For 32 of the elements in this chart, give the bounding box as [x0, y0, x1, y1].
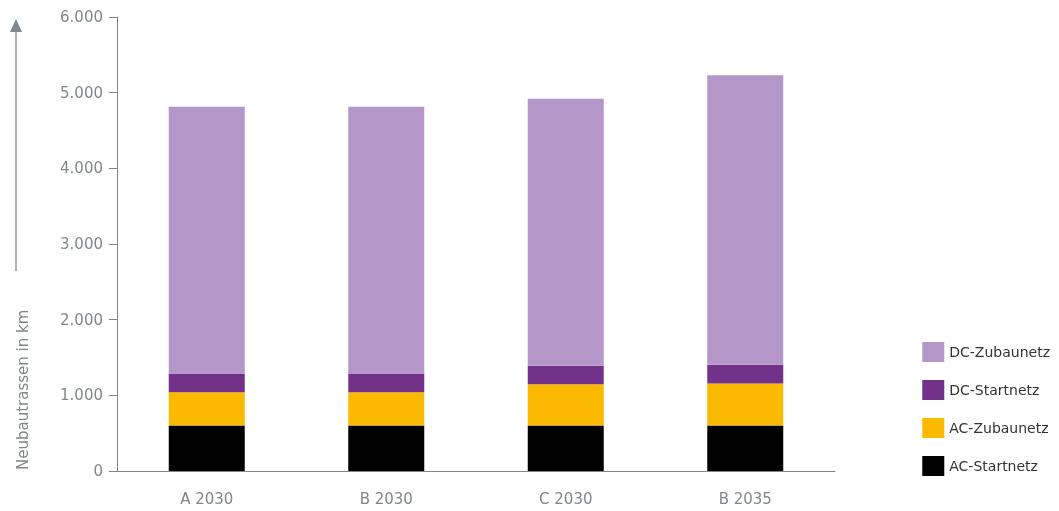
- y-tick-label: 3.000: [60, 235, 103, 253]
- y-tick-label: 1.000: [60, 386, 103, 405]
- legend-label: AC-Startnetz: [949, 458, 1038, 474]
- bar: [168, 373, 245, 393]
- y-tick-label: 6.000: [60, 8, 103, 26]
- bar: [527, 365, 604, 385]
- bar: [707, 75, 784, 365]
- bar: [707, 364, 784, 384]
- legend-label: DC-Zubaunetz: [949, 344, 1050, 360]
- bar: [527, 98, 604, 366]
- y-tick-label: 4.000: [60, 159, 103, 178]
- bar: [527, 425, 604, 471]
- legend-label: DC-Startnetz: [949, 382, 1040, 398]
- bar: [348, 392, 425, 426]
- x-tick-label: B 2030: [359, 489, 413, 508]
- x-tick-label: C 2030: [539, 489, 593, 508]
- legend-label: AC-Zubaunetz: [949, 420, 1049, 436]
- bar: [707, 425, 784, 471]
- y-axis-title: Neubautrassen in km: [14, 309, 32, 470]
- bar: [348, 425, 425, 471]
- bar: [168, 392, 245, 426]
- y-tick-label: 5.000: [60, 83, 103, 102]
- bar: [348, 373, 425, 393]
- y-tick-label: 2.000: [60, 310, 103, 329]
- bar: [707, 383, 784, 426]
- x-tick-label: A 2030: [180, 489, 234, 508]
- bar: [527, 384, 604, 426]
- bar: [348, 106, 425, 374]
- x-tick-label: B 2035: [718, 489, 772, 508]
- bar: [168, 106, 245, 374]
- y-tick-label: 0: [93, 462, 103, 480]
- bar: [168, 425, 245, 471]
